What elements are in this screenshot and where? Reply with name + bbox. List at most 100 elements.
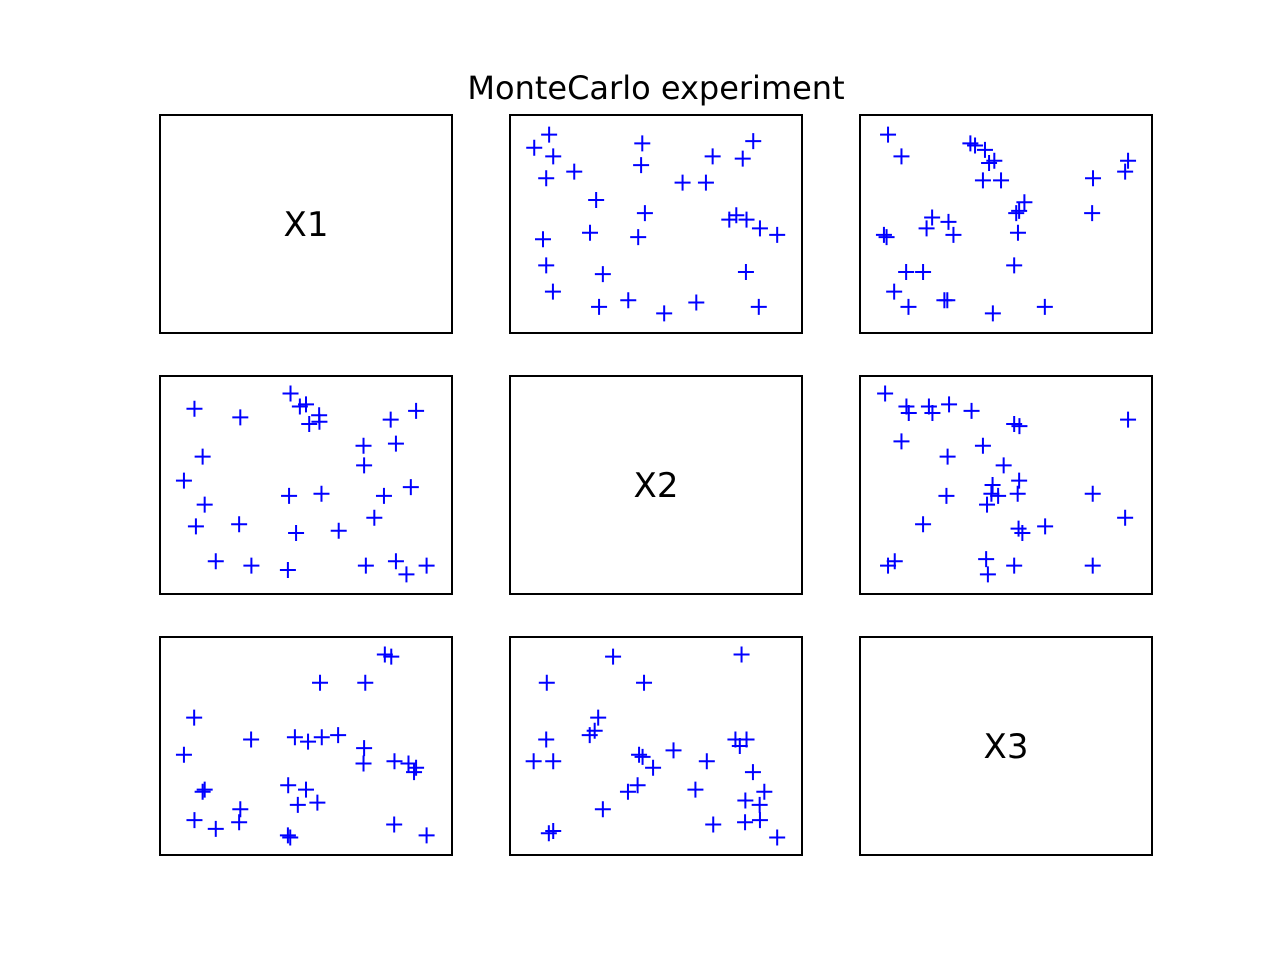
scatter-point xyxy=(387,553,404,570)
scatter-point xyxy=(408,402,425,419)
scatter-point xyxy=(697,174,714,191)
scatter-point xyxy=(1036,298,1053,315)
panel-frame xyxy=(159,375,453,595)
scatter-point xyxy=(594,266,611,283)
panel-0-0: X1 xyxy=(159,114,453,334)
scatter-point xyxy=(175,472,192,489)
panel-frame xyxy=(859,375,1153,595)
panel-frame xyxy=(509,375,803,595)
scatter-point xyxy=(298,781,314,798)
scatter-point xyxy=(231,814,248,831)
scatter-point xyxy=(175,746,192,763)
scatter-point xyxy=(1009,224,1026,241)
scatter-point xyxy=(355,755,372,772)
scatter-point xyxy=(313,485,330,502)
scatter-point xyxy=(355,437,372,454)
scatter-point xyxy=(665,742,682,759)
scatter-point xyxy=(705,816,722,833)
scatter-point xyxy=(737,263,754,280)
scatter-point xyxy=(1120,411,1137,428)
scatter-point xyxy=(525,753,542,770)
scatter-point xyxy=(194,448,211,465)
scatter-point xyxy=(751,812,768,829)
scatter-point xyxy=(983,485,1000,502)
scatter-point xyxy=(538,731,555,748)
scatter-point xyxy=(886,283,903,300)
scatter-point xyxy=(769,829,786,846)
scatter-point xyxy=(605,648,622,665)
panel-frame xyxy=(159,636,453,856)
scatter-point xyxy=(566,163,583,180)
scatter-point xyxy=(582,224,599,241)
scatter-point xyxy=(674,174,691,191)
scatter-point xyxy=(619,783,636,800)
scatter-point xyxy=(545,148,562,165)
scatter-point xyxy=(588,192,605,209)
scatter-point xyxy=(186,400,203,417)
scatter-point xyxy=(538,257,555,274)
scatter-point xyxy=(875,226,892,243)
scatter-point xyxy=(945,226,962,243)
scatter-point xyxy=(979,496,996,513)
scatter-point xyxy=(1014,524,1031,541)
scatter-point xyxy=(289,796,306,813)
scatter-point xyxy=(1011,202,1028,219)
scatter-point xyxy=(900,298,917,315)
scatter-point xyxy=(383,648,400,665)
panel-0-1 xyxy=(509,114,803,334)
panel-frame xyxy=(509,114,803,334)
scatter-point xyxy=(900,405,917,422)
scatter-point xyxy=(586,722,603,739)
scatter-point xyxy=(418,827,435,844)
scatter-point xyxy=(309,794,326,811)
scatter-point xyxy=(1117,509,1134,526)
scatter-point xyxy=(544,283,561,300)
scatter-point xyxy=(357,557,374,574)
scatter-point xyxy=(376,646,393,663)
scatter-point xyxy=(731,738,748,754)
scatter-point xyxy=(963,402,980,419)
scatter-point xyxy=(590,709,607,726)
scatter-point xyxy=(750,298,767,315)
scatter-point xyxy=(979,566,996,583)
scatter-point xyxy=(938,487,955,504)
scatter-point xyxy=(186,812,203,829)
scatter-point xyxy=(645,759,662,776)
diagonal-variable-label: X3 xyxy=(984,727,1029,767)
scatter-point xyxy=(386,753,403,770)
scatter-point xyxy=(634,135,651,152)
panel-frame xyxy=(509,636,803,856)
panel-2-2: X3 xyxy=(859,636,1153,856)
scatter-point xyxy=(688,294,705,311)
scatter-point xyxy=(356,740,373,757)
diagonal-variable-label: X2 xyxy=(634,466,679,506)
scatter-point xyxy=(721,211,738,228)
scatter-point xyxy=(279,562,296,579)
scatter-point xyxy=(408,759,425,776)
scatter-point xyxy=(545,753,562,770)
scatter-point xyxy=(375,487,392,504)
panel-1-2 xyxy=(859,375,1153,595)
scatter-point xyxy=(398,566,415,583)
scatter-point xyxy=(357,674,374,691)
panel-1-0 xyxy=(159,375,453,595)
scatter-point xyxy=(939,448,956,465)
scatter-point xyxy=(330,522,347,539)
scatter-point xyxy=(232,409,249,426)
scatter-point xyxy=(974,437,991,454)
panel-2-1 xyxy=(509,636,803,856)
scatter-point xyxy=(541,126,558,143)
scatter-point xyxy=(751,220,768,237)
scatter-point xyxy=(386,816,403,833)
scatter-point xyxy=(978,551,995,568)
scatter-point xyxy=(898,398,915,415)
scatter-point xyxy=(751,796,768,813)
scatter-point xyxy=(1117,163,1134,180)
scatter-point xyxy=(620,292,637,309)
scatter-point xyxy=(591,298,608,315)
scatter-point xyxy=(995,457,1012,474)
scatter-point xyxy=(631,746,648,763)
scatter-point xyxy=(737,792,754,809)
